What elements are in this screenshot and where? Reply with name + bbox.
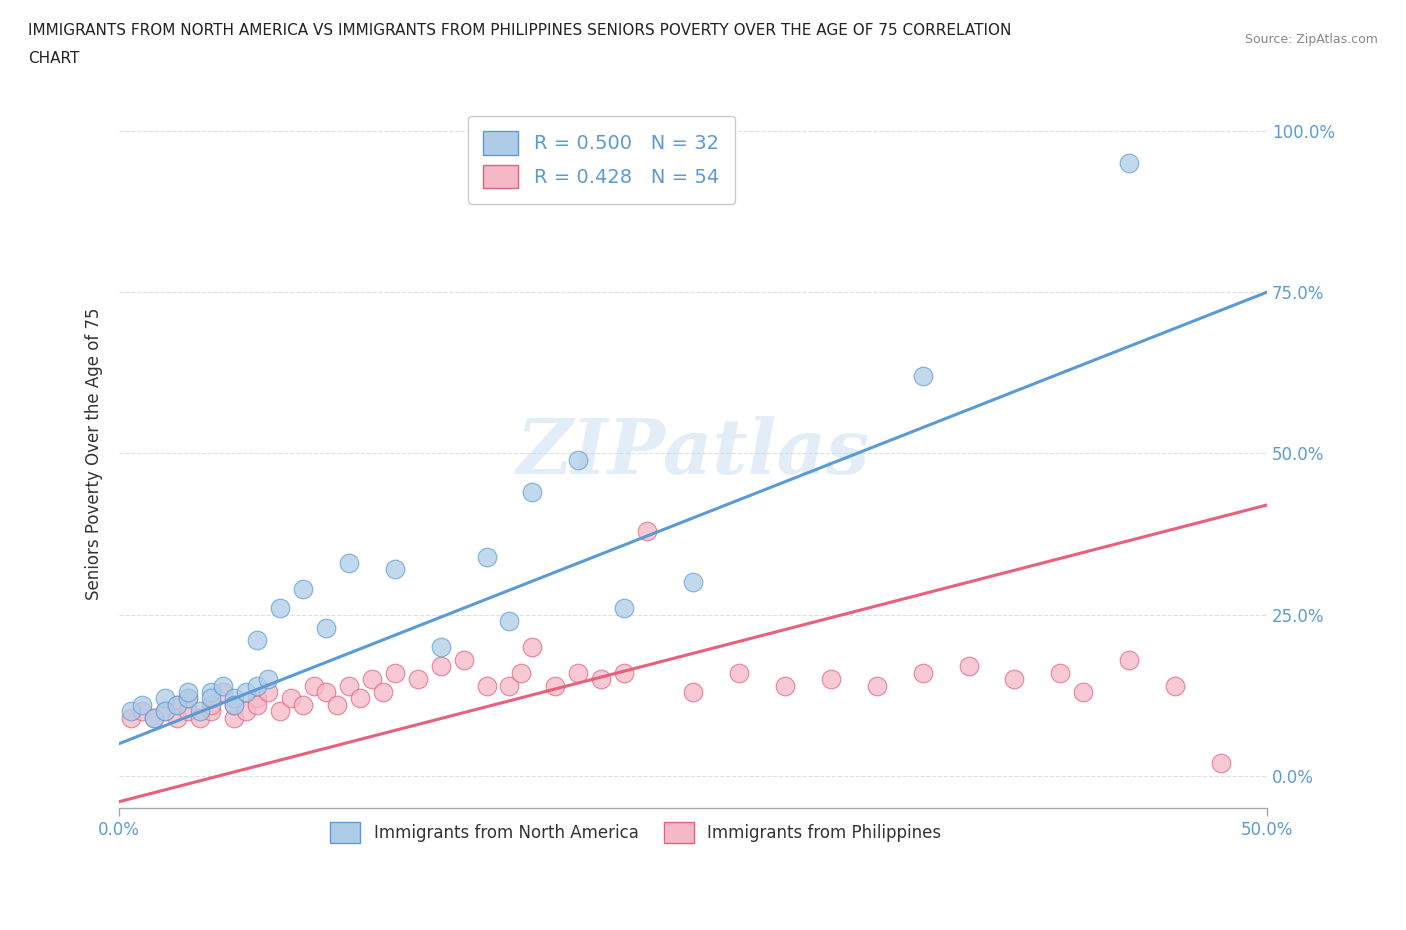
Point [1118, 652, 1140, 667]
Point [315, 684, 337, 699]
Point [429, 658, 451, 673]
Point [326, 698, 349, 712]
Point [349, 691, 371, 706]
Point [142, 711, 165, 725]
Point [728, 665, 751, 680]
Point [591, 671, 613, 686]
Point [200, 698, 222, 712]
Point [200, 691, 222, 706]
Point [1209, 755, 1232, 770]
Point [1002, 671, 1025, 686]
Point [820, 671, 842, 686]
Point [1049, 665, 1071, 680]
Point [957, 658, 980, 673]
Point [682, 575, 704, 590]
Point [773, 678, 796, 693]
Point [544, 678, 567, 693]
Point [453, 652, 475, 667]
Point [384, 562, 406, 577]
Point [211, 684, 233, 699]
Y-axis label: Seniors Poverty Over the Age of 75: Seniors Poverty Over the Age of 75 [86, 307, 103, 600]
Point [613, 601, 636, 616]
Point [246, 691, 269, 706]
Point [429, 640, 451, 655]
Point [235, 684, 257, 699]
Point [257, 684, 280, 699]
Point [131, 698, 153, 712]
Point [222, 698, 245, 712]
Point [246, 678, 269, 693]
Point [384, 665, 406, 680]
Point [406, 671, 429, 686]
Text: CHART: CHART [28, 51, 80, 66]
Point [498, 614, 520, 629]
Point [166, 698, 188, 712]
Point [177, 691, 200, 706]
Point [188, 711, 211, 725]
Point [866, 678, 889, 693]
Point [177, 704, 200, 719]
Point [257, 671, 280, 686]
Point [291, 581, 314, 596]
Point [166, 698, 188, 712]
Point [222, 698, 245, 712]
Point [1071, 684, 1094, 699]
Point [567, 452, 589, 467]
Point [1118, 155, 1140, 170]
Point [636, 524, 658, 538]
Point [510, 665, 533, 680]
Text: ZIPatlas: ZIPatlas [516, 417, 870, 490]
Point [153, 704, 176, 719]
Point [567, 665, 589, 680]
Point [200, 684, 222, 699]
Point [269, 704, 291, 719]
Point [200, 704, 222, 719]
Point [177, 691, 200, 706]
Point [304, 678, 326, 693]
Point [280, 691, 302, 706]
Point [222, 691, 245, 706]
Point [475, 549, 498, 564]
Point [222, 711, 245, 725]
Point [246, 633, 269, 648]
Point [682, 684, 704, 699]
Point [177, 684, 200, 699]
Text: Source: ZipAtlas.com: Source: ZipAtlas.com [1244, 33, 1378, 46]
Point [120, 711, 142, 725]
Text: IMMIGRANTS FROM NORTH AMERICA VS IMMIGRANTS FROM PHILIPPINES SENIORS POVERTY OVE: IMMIGRANTS FROM NORTH AMERICA VS IMMIGRA… [28, 23, 1011, 38]
Point [373, 684, 395, 699]
Point [269, 601, 291, 616]
Point [522, 485, 544, 499]
Point [475, 678, 498, 693]
Point [142, 711, 165, 725]
Point [166, 711, 188, 725]
Point [131, 704, 153, 719]
Point [360, 671, 382, 686]
Point [315, 620, 337, 635]
Legend: Immigrants from North America, Immigrants from Philippines: Immigrants from North America, Immigrant… [323, 816, 948, 849]
Point [120, 704, 142, 719]
Point [153, 704, 176, 719]
Point [188, 704, 211, 719]
Point [337, 678, 360, 693]
Point [246, 698, 269, 712]
Point [153, 691, 176, 706]
Point [1164, 678, 1187, 693]
Point [211, 678, 233, 693]
Point [235, 704, 257, 719]
Point [498, 678, 520, 693]
Point [522, 640, 544, 655]
Point [613, 665, 636, 680]
Point [911, 665, 934, 680]
Point [291, 698, 314, 712]
Point [911, 368, 934, 383]
Point [337, 555, 360, 570]
